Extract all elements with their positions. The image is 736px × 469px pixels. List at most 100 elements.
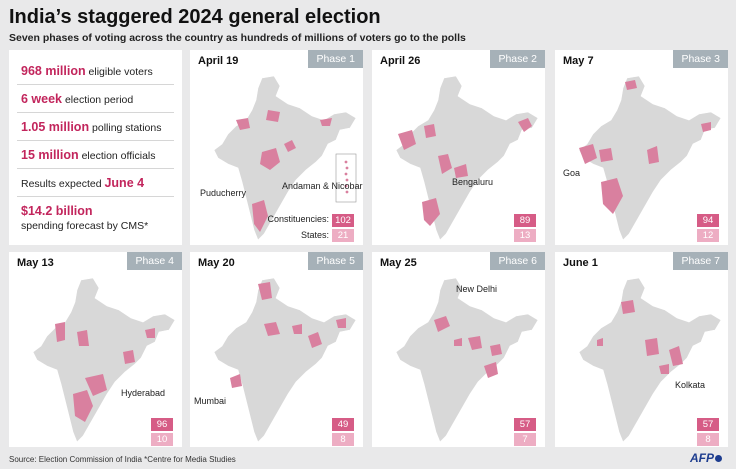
- voting-region: [599, 148, 613, 162]
- stat-divider: [17, 168, 174, 169]
- voting-region: [468, 336, 482, 350]
- voting-region: [647, 146, 659, 164]
- stat-results-expected: Results expected June 4: [21, 176, 145, 190]
- india-outline: [395, 277, 539, 443]
- voting-region: [85, 374, 107, 396]
- voting-region: [252, 200, 268, 232]
- voting-region: [308, 332, 322, 348]
- page-title: India’s staggered 2024 general election: [9, 6, 381, 28]
- map-group: [213, 75, 357, 241]
- stat-spending-note: spending forecast by CMS*: [21, 220, 149, 232]
- map-label-hyderabad: Hyderabad: [121, 388, 166, 398]
- voting-region: [55, 322, 65, 342]
- voting-region: [230, 374, 242, 388]
- phase-date: May 7: [563, 55, 594, 67]
- voting-region: [579, 144, 597, 164]
- voting-region: [73, 390, 93, 422]
- phase-date: April 26: [380, 55, 421, 67]
- stat-polling-stations: 1.05 million polling stations: [21, 120, 162, 134]
- voting-region: [336, 318, 346, 328]
- voting-region: [625, 80, 637, 90]
- phase-date: June 1: [563, 257, 598, 269]
- phase-5-panel: May 20 Phase 5 Mumbai 49 8: [190, 252, 363, 447]
- voting-region: [701, 122, 711, 132]
- voting-region: [320, 118, 332, 126]
- phase-4-panel: May 13 Phase 4 Hyderabad 96 10: [9, 252, 182, 447]
- phase-tag: Phase 2: [490, 50, 545, 68]
- afp-logo-dot: [715, 455, 722, 463]
- phase-tag: Phase 3: [673, 50, 728, 68]
- stat-divider: [17, 196, 174, 197]
- andaman-island: [345, 178, 349, 182]
- phase-tag: Phase 4: [127, 252, 182, 270]
- india-map: [578, 277, 722, 443]
- map-label-kolkata: Kolkata: [675, 380, 706, 390]
- voting-region: [597, 338, 603, 346]
- map-label-andaman: Andaman & Nicobar Is.: [282, 181, 363, 191]
- india-outline: [578, 277, 722, 443]
- phase-2-panel: April 26 Phase 2 Bengaluru 89 13: [372, 50, 545, 245]
- map-group: [213, 277, 357, 443]
- india-map: [213, 75, 357, 241]
- phase-3-panel: May 7 Phase 3 Goa 94 12: [555, 50, 728, 245]
- india-map: [578, 75, 722, 241]
- voting-region: [484, 362, 498, 378]
- andaman-island: [344, 160, 348, 164]
- constituencies-count: 89: [514, 214, 536, 227]
- states-count: 12: [697, 229, 719, 242]
- map-group: [32, 277, 176, 443]
- india-map: [32, 277, 176, 443]
- andaman-island: [345, 190, 349, 194]
- states-count: 10: [151, 433, 173, 446]
- stat-divider: [17, 140, 174, 141]
- states-count: 7: [514, 433, 536, 446]
- india-outline: [213, 277, 357, 443]
- voting-region: [438, 154, 452, 174]
- constituencies-count: 94: [697, 214, 719, 227]
- phase-tag: Phase 7: [673, 252, 728, 270]
- voting-region: [292, 324, 302, 334]
- voting-region: [422, 198, 440, 226]
- stat-spending: $14.2 billion: [21, 204, 93, 218]
- andaman-inset-frame: [335, 153, 357, 203]
- voting-region: [659, 364, 669, 374]
- constituencies-count: 57: [514, 418, 536, 431]
- voting-region: [454, 338, 462, 346]
- constituencies-count: 96: [151, 418, 173, 431]
- voting-region: [260, 148, 280, 170]
- stats-panel: 968 million eligible voters 6 week elect…: [9, 50, 182, 245]
- states-count: 21: [332, 229, 354, 242]
- voting-region: [669, 346, 683, 366]
- constituencies-label: Constituencies:: [267, 214, 329, 224]
- india-map: [395, 277, 539, 443]
- voting-region: [424, 124, 436, 138]
- phase-tag: Phase 1: [308, 50, 363, 68]
- phase-7-panel: June 1 Phase 7 Kolkata 57 8: [555, 252, 728, 447]
- phase-date: May 20: [198, 257, 235, 269]
- map-label-puducherry: Puducherry: [200, 188, 247, 198]
- phase-6-panel: May 25 Phase 6 New Delhi 57 7: [372, 252, 545, 447]
- map-group: [395, 277, 539, 443]
- states-count: 8: [332, 433, 354, 446]
- stat-eligible-voters: 968 million eligible voters: [21, 64, 153, 78]
- india-outline: [32, 277, 176, 443]
- voting-region: [284, 140, 296, 152]
- stat-election-officials: 15 million election officials: [21, 148, 156, 162]
- phase-tag: Phase 5: [308, 252, 363, 270]
- voting-region: [621, 300, 635, 314]
- voting-region: [264, 322, 280, 336]
- constituencies-count: 49: [332, 418, 354, 431]
- voting-region: [434, 316, 450, 332]
- map-label-new-delhi: New Delhi: [456, 284, 498, 294]
- afp-logo: AFP: [690, 451, 722, 465]
- voting-region: [601, 178, 623, 214]
- constituencies-count: 102: [332, 214, 354, 227]
- phase-date: May 25: [380, 257, 417, 269]
- states-label: States:: [300, 230, 329, 240]
- phase-date: May 13: [17, 257, 54, 269]
- voting-region: [77, 330, 89, 346]
- map-group: [578, 75, 722, 241]
- states-count: 13: [514, 229, 536, 242]
- andaman-island: [344, 172, 348, 176]
- map-label-goa: Goa: [563, 168, 581, 178]
